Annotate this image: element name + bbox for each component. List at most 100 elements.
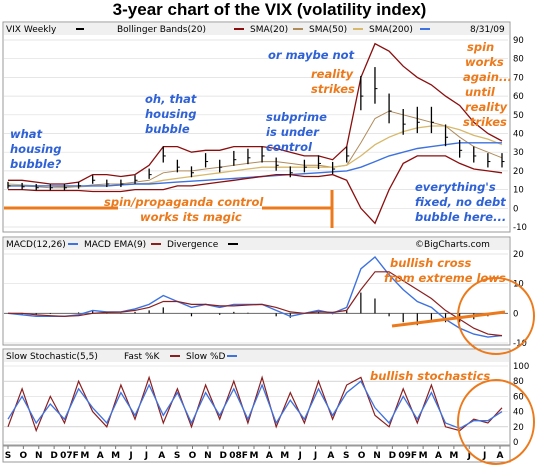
x-tick-label: N bbox=[35, 451, 43, 461]
x-tick-label: D bbox=[50, 451, 57, 461]
stoch-ytick-label: 40 bbox=[513, 408, 524, 418]
x-tick-label: M bbox=[111, 451, 120, 461]
price-ytick-label: 50 bbox=[513, 111, 524, 121]
annotation-spin-works-5: reality bbox=[465, 100, 508, 114]
x-tick-label: S bbox=[174, 451, 180, 461]
annotation-bullish-stoch: bullish stochastics bbox=[370, 369, 490, 383]
stoch-ytick-label: 80 bbox=[513, 377, 524, 387]
x-tick-label: O bbox=[189, 451, 197, 461]
bigcharts-credit: ©BigCharts.com bbox=[415, 240, 490, 250]
annotation-bullish-cross-2: from extreme lows bbox=[384, 271, 506, 285]
price-ytick-label: -10 bbox=[513, 223, 527, 233]
price-ytick-label: 80 bbox=[513, 55, 524, 65]
annotation-everythings-fixed-1: everything's bbox=[415, 180, 496, 194]
x-tick-label: A bbox=[158, 451, 165, 461]
legend-vix-weekly: VIX Weekly bbox=[6, 25, 57, 35]
series-fast-k bbox=[7, 375, 503, 433]
xaxis-strip bbox=[2, 445, 511, 463]
legend-macd-ema: MACD EMA(9) bbox=[84, 240, 146, 250]
annotation-reality-2: strikes bbox=[311, 82, 355, 96]
x-tick-label: M bbox=[280, 451, 289, 461]
x-tick-label: M bbox=[250, 451, 259, 461]
legend-slow-d: Slow %D bbox=[186, 352, 225, 362]
annotation-reality-1: reality bbox=[311, 67, 354, 81]
annotation-spin-works-1: spin bbox=[467, 40, 494, 54]
legend-date: 8/31/09 bbox=[470, 25, 505, 35]
annotation-what-housing-2: housing bbox=[10, 142, 61, 156]
x-tick-label: 08F bbox=[229, 451, 248, 461]
series-bollinger-bands-20-lower bbox=[8, 155, 503, 225]
chart-title: 3-year chart of the VIX (volatility inde… bbox=[112, 0, 427, 19]
stoch-ytick-label: 100 bbox=[513, 362, 529, 372]
x-tick-label: A bbox=[97, 451, 104, 461]
annotation-everythings-fixed-3: bubble here... bbox=[415, 210, 506, 224]
annotation-everythings-fixed-2: fixed, no debt bbox=[415, 195, 506, 209]
x-tick-label: A bbox=[327, 451, 334, 461]
legend-fast-k: Fast %K bbox=[124, 352, 160, 362]
x-tick-label: S bbox=[5, 451, 11, 461]
x-tick-label: 07F bbox=[60, 451, 79, 461]
annotation-subprime-2: is under bbox=[266, 125, 320, 139]
annotation-spin-works-2: works bbox=[465, 55, 504, 69]
annotation-oh-that-1: oh, that bbox=[145, 92, 197, 106]
series-bollinger-bands-20-upper bbox=[8, 42, 503, 185]
price-ytick-label: 20 bbox=[513, 167, 524, 177]
macd-highlight-circle bbox=[457, 277, 535, 355]
x-tick-label: J bbox=[144, 451, 148, 461]
legend-sma200: SMA(200) bbox=[369, 25, 413, 35]
macd-panel-frame bbox=[2, 236, 511, 346]
x-tick-label: M bbox=[419, 451, 428, 461]
annotation-bullish-cross-1: bullish cross bbox=[390, 256, 472, 270]
x-tick-label: A bbox=[497, 451, 504, 461]
macd-ytick-label: 0 bbox=[513, 309, 518, 319]
x-tick-label: J bbox=[313, 451, 317, 461]
annotation-spin-works-6: strikes bbox=[463, 115, 507, 129]
x-tick-label: A bbox=[266, 451, 273, 461]
macd-ytick-label: 20 bbox=[513, 250, 524, 260]
price-ytick-label: 0 bbox=[513, 204, 518, 214]
annotation-subprime-3: control bbox=[266, 140, 313, 154]
stoch-ytick-label: 60 bbox=[513, 392, 524, 402]
annotation-oh-that-2: housing bbox=[145, 107, 196, 121]
legend-bollinger: Bollinger Bands(20) bbox=[117, 25, 206, 35]
annotation-spin-propaganda-1: spin/propaganda control bbox=[104, 195, 264, 209]
stoch-ytick-label: 20 bbox=[513, 423, 524, 433]
x-tick-label: J bbox=[297, 451, 301, 461]
x-tick-label: J bbox=[128, 451, 132, 461]
series-macd-ema bbox=[8, 271, 503, 337]
legend-slow-stoch: Slow Stochastic(5,5) bbox=[6, 352, 98, 362]
legend-macd: MACD(12,26) bbox=[6, 240, 66, 250]
price-ytick-label: 10 bbox=[513, 186, 524, 196]
legend-sma50: SMA(50) bbox=[309, 25, 347, 35]
x-tick-label: O bbox=[20, 451, 28, 461]
x-tick-label: N bbox=[373, 451, 381, 461]
annotation-or-maybe-not: or maybe not bbox=[268, 48, 355, 62]
price-ytick-label: 90 bbox=[513, 36, 524, 46]
legend-sma20: SMA(20) bbox=[250, 25, 288, 35]
stoch-highlight-circle bbox=[457, 379, 535, 465]
x-tick-label: J bbox=[467, 451, 471, 461]
annotation-spin-propaganda-2: works its magic bbox=[140, 210, 242, 224]
legend-divergence: Divergence bbox=[167, 240, 219, 250]
price-ytick-label: 60 bbox=[513, 92, 524, 102]
price-ytick-label: 30 bbox=[513, 148, 524, 158]
x-tick-label: D bbox=[220, 451, 227, 461]
stoch-panel-frame bbox=[2, 348, 511, 446]
price-ytick-label: 40 bbox=[513, 130, 524, 140]
x-tick-label: N bbox=[204, 451, 212, 461]
x-tick-label: D bbox=[389, 451, 396, 461]
macd-ytick-label: -10 bbox=[513, 339, 527, 349]
macd-trend-line bbox=[391, 310, 506, 328]
x-tick-label: J bbox=[482, 451, 486, 461]
series-slow-d bbox=[7, 380, 503, 430]
annotation-oh-that-3: bubble bbox=[145, 122, 190, 136]
annotation-spin-works-4: until bbox=[465, 85, 496, 99]
price-ytick-label: 70 bbox=[513, 73, 524, 83]
x-tick-label: 09F bbox=[398, 451, 417, 461]
stoch-ytick-label: 0 bbox=[513, 438, 518, 448]
annotation-spin-works-3: again... bbox=[463, 70, 512, 84]
x-tick-label: S bbox=[343, 451, 349, 461]
x-tick-label: M bbox=[80, 451, 89, 461]
annotation-what-housing-3: bubble? bbox=[10, 157, 62, 171]
